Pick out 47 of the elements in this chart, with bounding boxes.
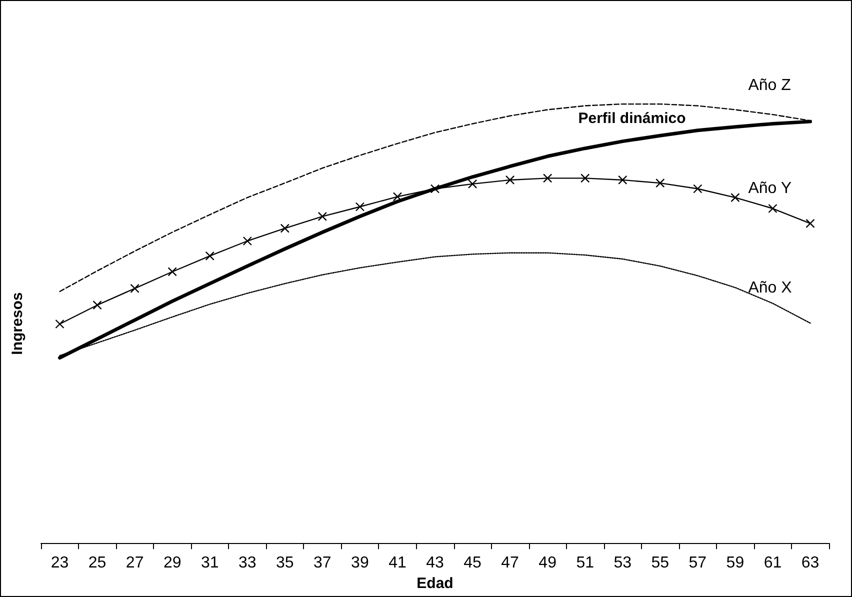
x-tick-label: 63 <box>801 554 820 572</box>
point <box>242 236 252 246</box>
point <box>468 179 478 189</box>
y-axis-title: Ingresos <box>9 292 26 355</box>
point <box>280 224 290 233</box>
point <box>392 192 402 202</box>
x-tick-label: 47 <box>501 554 520 572</box>
point <box>768 204 778 214</box>
point <box>355 202 365 212</box>
x-tick-label: 35 <box>276 554 294 572</box>
series-label: Año X <box>748 280 792 297</box>
series-label: Año Y <box>748 180 792 197</box>
point <box>580 174 590 183</box>
series-label: Año Z <box>748 77 792 94</box>
x-tick-label: 25 <box>88 554 106 572</box>
x-tick-label: 55 <box>651 554 670 572</box>
point <box>92 300 102 310</box>
x-tick-label: 61 <box>764 554 782 572</box>
x-tick-label: 31 <box>200 554 219 572</box>
point <box>168 267 177 276</box>
x-tick-label: 23 <box>50 554 69 572</box>
point <box>505 175 515 185</box>
point <box>130 284 140 294</box>
point <box>806 218 815 228</box>
x-tick-label: 51 <box>576 554 594 572</box>
x-tick-label: 41 <box>388 554 406 572</box>
x-axis-title: Edad <box>416 575 454 592</box>
point <box>693 184 702 194</box>
x-tick-label: 43 <box>426 554 444 572</box>
point <box>55 319 64 329</box>
x-tick-label: 39 <box>351 554 369 572</box>
point <box>618 175 628 185</box>
x-tick-label: 27 <box>126 554 144 572</box>
point <box>318 212 328 222</box>
point <box>205 251 214 261</box>
x-tick-label: 33 <box>238 554 256 572</box>
x-tick-label: 45 <box>464 554 482 572</box>
x-tick-label: 53 <box>614 554 632 572</box>
x-tick-label: 37 <box>314 554 332 572</box>
point <box>542 174 552 183</box>
point <box>730 192 740 202</box>
series-label: Perfil dinámico <box>578 110 686 128</box>
x-tick-label: 57 <box>688 554 707 572</box>
x-tick-label: 59 <box>726 554 744 572</box>
point <box>656 178 665 188</box>
x-tick-label: 29 <box>163 554 182 572</box>
x-tick-label: 49 <box>538 554 557 572</box>
